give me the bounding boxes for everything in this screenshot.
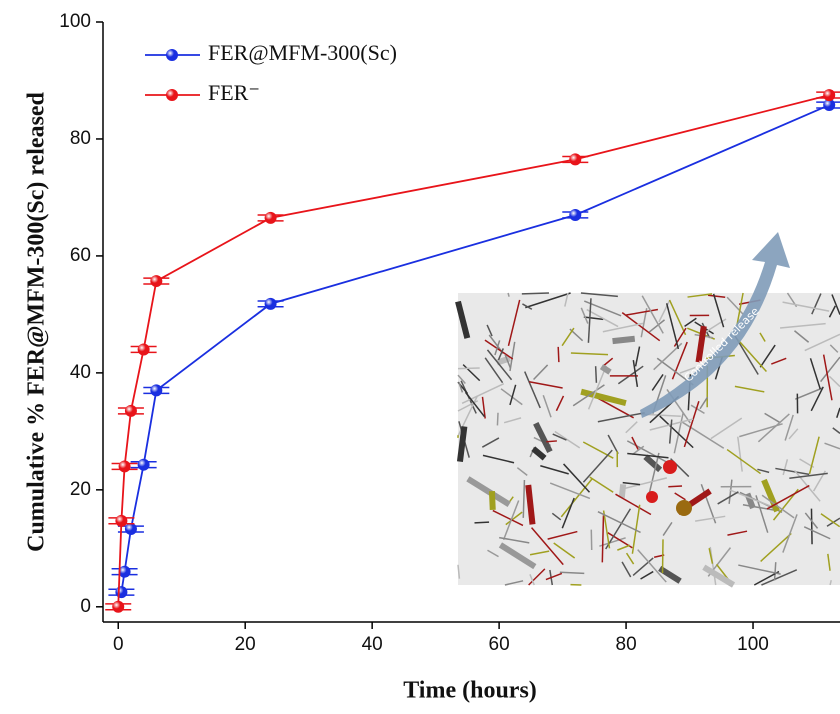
inset-image: Controlled release: [458, 232, 840, 585]
x-tick-label: 60: [489, 634, 510, 655]
data-point: [115, 515, 127, 527]
y-tick-label: 20: [70, 479, 91, 500]
inset-bond: [522, 293, 549, 294]
x-tick-label: 20: [235, 634, 256, 655]
data-point: [119, 460, 131, 472]
y-tick-label: 60: [70, 245, 91, 266]
data-point: [150, 384, 162, 396]
y-tick-label: 100: [59, 11, 91, 32]
inset-bond: [508, 293, 509, 297]
data-point: [138, 459, 150, 471]
data-point: [138, 343, 150, 355]
data-point: [150, 275, 162, 287]
inset-bond: [546, 441, 557, 442]
inset-bond: [492, 491, 493, 510]
legend-marker: [166, 49, 178, 61]
x-tick-label: 40: [362, 634, 383, 655]
legend-label: FER⁻: [208, 80, 260, 105]
inset-bond: [622, 484, 623, 497]
inset-atom: [663, 460, 677, 474]
x-axis-title: Time (hours): [403, 678, 537, 704]
inset-bond: [668, 486, 682, 487]
data-point: [115, 586, 127, 598]
inset-bond: [458, 368, 480, 369]
data-point: [125, 523, 137, 535]
inset-bond: [474, 522, 489, 523]
data-point: [569, 153, 581, 165]
x-tick-label: 0: [113, 634, 124, 655]
y-tick-label: 80: [70, 128, 91, 149]
data-point: [569, 209, 581, 221]
data-point: [265, 212, 277, 224]
inset-atom: [676, 500, 692, 516]
data-point: [112, 601, 124, 613]
x-tick-label: 100: [737, 634, 769, 655]
inset-bond: [497, 413, 498, 426]
chart: Controlled release Cumulative % FER@MFM-…: [0, 0, 840, 709]
data-point: [265, 298, 277, 310]
y-tick-label: 0: [80, 596, 91, 617]
inset-bond: [558, 347, 559, 362]
x-tick-label: 80: [616, 634, 637, 655]
inset-bond: [528, 485, 532, 524]
inset-bond: [596, 366, 597, 383]
legend-label: FER@MFM-300(Sc): [208, 40, 397, 65]
y-tick-label: 40: [70, 362, 91, 383]
inset-atom: [646, 491, 658, 503]
inset-bond: [811, 509, 812, 545]
y-axis-title: Cumulative % FER@MFM-300(Sc) released: [24, 91, 50, 551]
inset-bond: [613, 339, 635, 341]
legend-marker: [166, 89, 178, 101]
data-point: [823, 89, 835, 101]
data-point: [125, 405, 137, 417]
